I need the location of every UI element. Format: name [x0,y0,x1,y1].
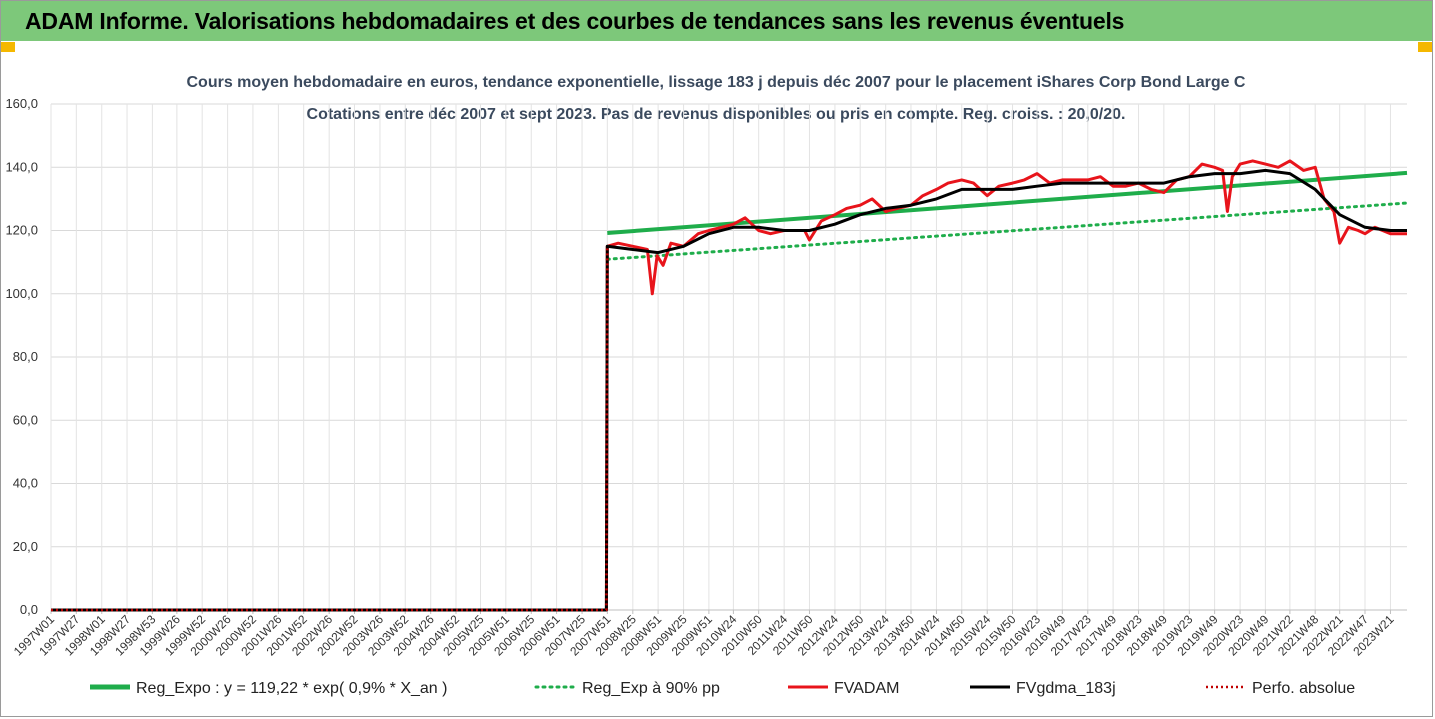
series-reg-exp-90 [605,201,1409,261]
page-title: ADAM Informe. Valorisations hebdomadaire… [25,8,1125,34]
y-tick-label: 40,0 [13,476,38,491]
corner-accent-right [1418,42,1432,52]
legend-label: Reg_Expo : y = 119,22 * exp( 0,9% * X_an… [136,680,447,697]
y-tick-label: 100,0 [5,286,38,301]
y-axis: 0,0 20,0 40,0 60,0 80,0 100,0 120,0 140,0 160,0 [5,96,38,617]
y-tick-label: 160,0 [5,96,38,111]
y-tick-label: 80,0 [13,349,38,364]
legend-label: FVgdma_183j [1016,680,1116,697]
legend: Reg_Expo : y = 119,22 * exp( 0,9% * X_an… [90,680,1355,697]
series-group [51,159,1409,612]
legend-label: Reg_Exp à 90% pp [582,680,720,697]
corner-accent-left [1,42,15,52]
y-tick-label: 60,0 [13,412,38,427]
series-fvgdma-183j [51,168,1407,612]
y-tick-label: 140,0 [5,159,38,174]
chart-title: Cours moyen hebdomadaire en euros, tenda… [187,74,1246,91]
legend-label: Perfo. absolue [1252,680,1355,697]
grid [50,103,1407,611]
series-reg-expo [607,170,1408,235]
series-fvadam [51,159,1407,612]
x-axis: 1997W011997W271998W011998W271998W531999W… [11,609,1407,658]
y-tick-label: 20,0 [13,539,38,554]
y-tick-label: 120,0 [5,223,38,238]
chart-subtitle: Cotations entre déc 2007 et sept 2023. P… [307,106,1126,123]
y-tick-label: 0,0 [20,602,38,617]
legend-label: FVADAM [834,680,899,697]
title-banner: ADAM Informe. Valorisations hebdomadaire… [1,1,1432,41]
